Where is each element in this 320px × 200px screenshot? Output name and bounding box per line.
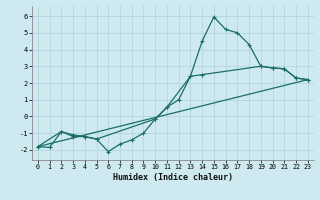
X-axis label: Humidex (Indice chaleur): Humidex (Indice chaleur) xyxy=(113,173,233,182)
